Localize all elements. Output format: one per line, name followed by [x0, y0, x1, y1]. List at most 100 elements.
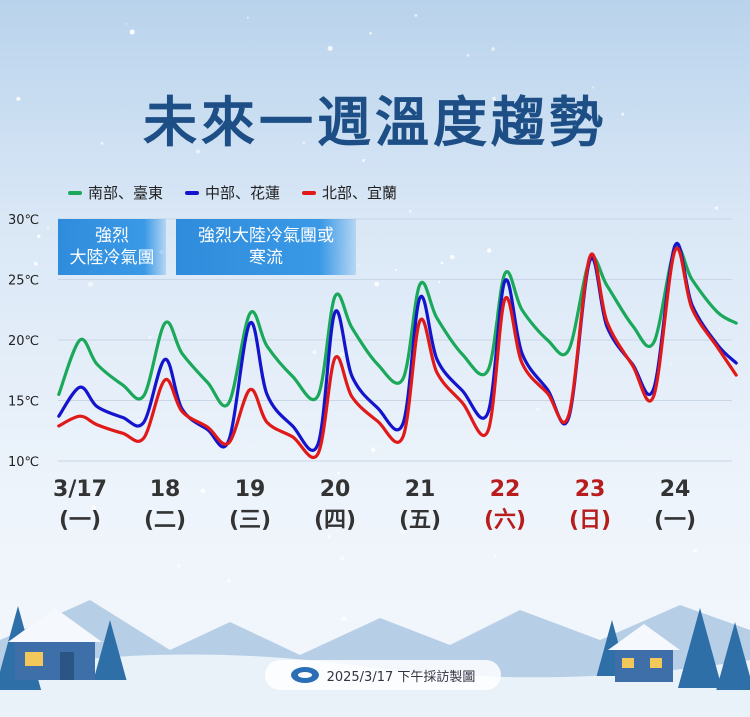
winter-scene: [0, 600, 750, 717]
snowflake: [302, 141, 306, 145]
pine-tree: [678, 608, 722, 688]
snowflake: [46, 226, 50, 229]
house-roof: [8, 608, 102, 642]
snowflake: [148, 336, 152, 340]
band-label-line2: 寒流: [249, 248, 283, 268]
footer-text: 2025/3/17 下午採訪製圖: [326, 669, 476, 685]
snowflake: [362, 158, 366, 162]
x-tick-weekday: (一): [59, 508, 101, 533]
x-tick-weekday: (四): [314, 508, 356, 533]
snowflake: [200, 488, 206, 494]
legend-item-south: 南部、臺東: [68, 182, 163, 203]
y-tick-label: 25℃: [8, 274, 39, 289]
snowflake: [400, 529, 406, 534]
house-window: [622, 658, 634, 668]
snowflake: [466, 53, 470, 57]
legend-swatch: [185, 190, 200, 195]
snowflake: [327, 535, 331, 539]
snowflake: [669, 362, 672, 365]
snowflake: [195, 149, 201, 154]
legend-swatch: [68, 190, 82, 195]
series-line-0: [57, 245, 738, 408]
y-tick-label: 20℃: [8, 334, 39, 349]
snowflake: [395, 268, 398, 271]
snowflake: [440, 261, 444, 265]
snowflake: [129, 29, 135, 35]
house-window: [25, 652, 43, 666]
legend-label: 中部、花蓮: [205, 184, 281, 202]
house-roof: [608, 624, 680, 650]
snowflake: [357, 264, 360, 267]
footer-credit: 2025/3/17 下午採訪製圖: [265, 660, 501, 690]
snowflake: [718, 328, 721, 331]
cold-surge-band: 強烈大陸冷氣團或 寒流: [176, 219, 356, 275]
legend-item-central: 中部、花蓮: [185, 182, 280, 203]
x-tick-weekday: (一): [654, 508, 696, 533]
snowflake: [16, 96, 21, 101]
snowflake: [591, 86, 595, 89]
x-tick-date: 20: [320, 477, 351, 502]
snowflake: [138, 193, 141, 196]
x-tick-date: 18: [150, 477, 181, 502]
pine-tree: [716, 622, 750, 690]
x-tick-weekday: (二): [144, 508, 186, 533]
snowflake: [371, 447, 376, 452]
snowflake: [177, 564, 181, 568]
x-tick-date: 23: [575, 477, 606, 502]
cwa-logo-icon: [290, 667, 319, 683]
series-lines: [57, 241, 738, 459]
x-tick-weekday: (三): [229, 508, 271, 533]
band-label-line2: 大陸冷氣團: [69, 248, 155, 268]
x-tick-date: 3/17: [53, 477, 107, 502]
legend-label: 南部、臺東: [88, 184, 164, 202]
snowflake: [91, 505, 97, 511]
y-tick-label: 15℃: [8, 395, 39, 410]
snowflake: [247, 16, 249, 19]
legend-label: 北部、宜蘭: [322, 184, 398, 202]
grid: [58, 218, 732, 462]
snowflake: [502, 99, 506, 103]
snowflake: [374, 281, 380, 287]
x-tick-date: 19: [235, 477, 266, 502]
snowflake: [714, 206, 719, 210]
snowflake: [693, 548, 698, 553]
snowflake: [409, 210, 412, 213]
snowflake: [337, 471, 340, 475]
snowflake: [37, 234, 41, 238]
band-label-line1: 強烈: [95, 226, 129, 246]
x-tick-date: 21: [405, 477, 436, 502]
snowflake: [327, 45, 333, 51]
band-label-line1: 強烈大陸冷氣團或: [198, 226, 334, 246]
legend-swatch: [302, 190, 317, 195]
pine-tree: [93, 620, 127, 680]
snowflake: [536, 407, 539, 411]
snowflake: [57, 563, 59, 565]
snowflake: [491, 47, 495, 51]
snowflake: [136, 419, 140, 422]
series-line-2: [57, 246, 738, 459]
snowflake: [339, 351, 345, 357]
x-tick-weekday: (五): [399, 508, 441, 533]
legend: 南部、臺東 中部、花蓮 北部、宜蘭: [68, 182, 397, 203]
snowflake: [494, 555, 497, 558]
cold-air-mass-band: 強烈 大陸冷氣團: [58, 219, 166, 275]
snowflake: [487, 248, 492, 253]
snowflake: [88, 281, 94, 287]
y-axis: 30℃ 25℃ 20℃ 15℃ 10℃: [8, 213, 39, 470]
snowflake: [100, 141, 104, 145]
snowflake: [341, 616, 347, 622]
x-tick-date: 22: [490, 477, 521, 502]
x-axis: 3/17 (一) 18 (二) 19 (三) 20 (四) 21 (五) 22 (六) 23 (日) 24 (…: [53, 477, 696, 533]
x-tick-weekday: (日): [569, 508, 611, 533]
snowflake: [621, 112, 625, 116]
snowflake: [340, 556, 345, 561]
snowflake: [312, 350, 317, 355]
page-title: 未來一週溫度趨勢: [143, 91, 607, 154]
house-door: [60, 652, 74, 680]
y-tick-label: 10℃: [8, 455, 39, 470]
house-window: [650, 658, 662, 668]
snowflake: [414, 14, 418, 17]
snowflake: [366, 357, 369, 360]
